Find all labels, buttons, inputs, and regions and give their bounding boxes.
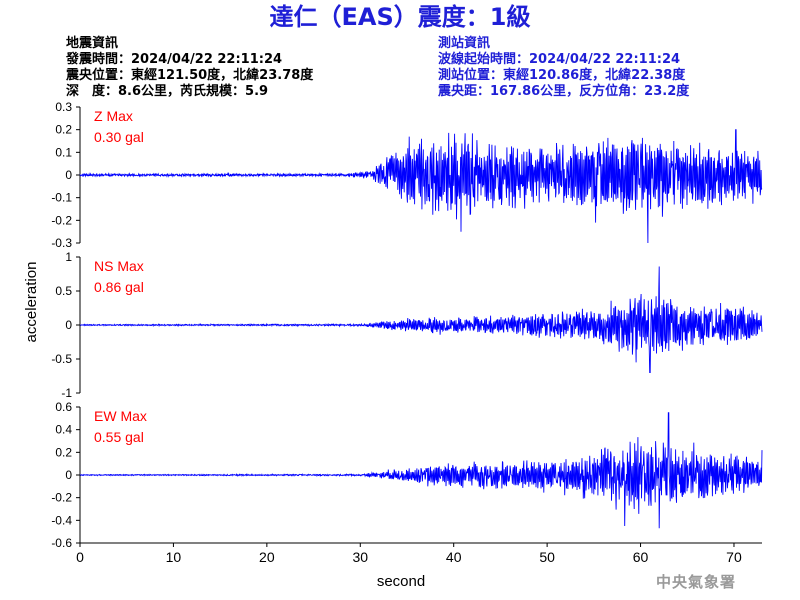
station-location: 測站位置：東經120.86度，北緯22.38度 bbox=[438, 68, 686, 83]
y-tick-label: 0.5 bbox=[55, 284, 72, 298]
earthquake-info-heading: 地震資訊 bbox=[66, 36, 119, 51]
y-tick-label: 0.6 bbox=[55, 400, 72, 414]
y-tick-label: 0.1 bbox=[55, 145, 72, 159]
waveform-z bbox=[79, 129, 763, 244]
agency-label: 中央氣象署 bbox=[656, 573, 737, 591]
epicentral-distance: 震央距：167.86公里，反方位角：23.2度 bbox=[438, 84, 690, 99]
y-tick-label: -0.5 bbox=[51, 352, 72, 366]
max-label-ew: EW Max bbox=[94, 408, 147, 424]
y-tick-label: 0.2 bbox=[55, 445, 72, 459]
max-label-ns: NS Max bbox=[94, 258, 144, 274]
y-tick-label: -0.3 bbox=[51, 236, 72, 250]
y-tick-label: 0 bbox=[65, 318, 72, 332]
y-tick-label: -0.2 bbox=[51, 491, 72, 505]
y-tick-label: 0.4 bbox=[55, 423, 72, 437]
y-tick-label: -0.1 bbox=[51, 191, 72, 205]
x-tick-label: 40 bbox=[446, 549, 462, 565]
y-tick-label: 0 bbox=[65, 168, 72, 182]
y-tick-label: 1 bbox=[65, 250, 72, 264]
max-value-z: 0.30 gal bbox=[94, 129, 144, 145]
x-tick-label: 30 bbox=[352, 549, 368, 565]
station-info: 測站資訊 波線起始時間：2024/04/22 22:11:24 測站位置：東經1… bbox=[438, 36, 689, 100]
max-value-ew: 0.55 gal bbox=[94, 429, 144, 445]
max-value-ns: 0.86 gal bbox=[94, 279, 144, 295]
x-tick-label: 10 bbox=[166, 549, 182, 565]
depth-magnitude: 深 度：8.6公里，芮氏規模：5.9 bbox=[66, 84, 269, 99]
y-axis-title: acceleration bbox=[23, 262, 40, 343]
x-tick-label: 60 bbox=[633, 549, 649, 565]
station-info-heading: 測站資訊 bbox=[438, 36, 491, 51]
x-axis-title: second bbox=[377, 573, 425, 590]
y-tick-label: -0.4 bbox=[51, 513, 72, 527]
y-tick-label: -0.2 bbox=[51, 213, 72, 227]
epicenter-location: 震央位置：東經121.50度，北緯23.78度 bbox=[66, 68, 314, 83]
y-tick-label: -0.6 bbox=[51, 536, 72, 550]
waveform-ns bbox=[79, 266, 763, 374]
wave-start-time: 波線起始時間：2024/04/22 22:11:24 bbox=[438, 52, 681, 67]
y-tick-label: -1 bbox=[61, 386, 72, 400]
y-tick-label: 0.2 bbox=[55, 123, 72, 137]
x-tick-label: 50 bbox=[539, 549, 555, 565]
chart-title: 達仁（EAS）震度：1級 bbox=[269, 3, 531, 31]
x-tick-label: 0 bbox=[76, 549, 84, 565]
earthquake-info: 地震資訊 發震時間：2024/04/22 22:11:24 震央位置：東經121… bbox=[66, 36, 313, 100]
waveform-ew bbox=[79, 412, 763, 529]
y-tick-label: 0.3 bbox=[55, 100, 72, 114]
x-tick-label: 20 bbox=[259, 549, 275, 565]
y-tick-label: 0 bbox=[65, 468, 72, 482]
origin-time: 發震時間：2024/04/22 22:11:24 bbox=[66, 52, 283, 67]
x-tick-label: 70 bbox=[726, 549, 742, 565]
max-label-z: Z Max bbox=[94, 108, 133, 124]
